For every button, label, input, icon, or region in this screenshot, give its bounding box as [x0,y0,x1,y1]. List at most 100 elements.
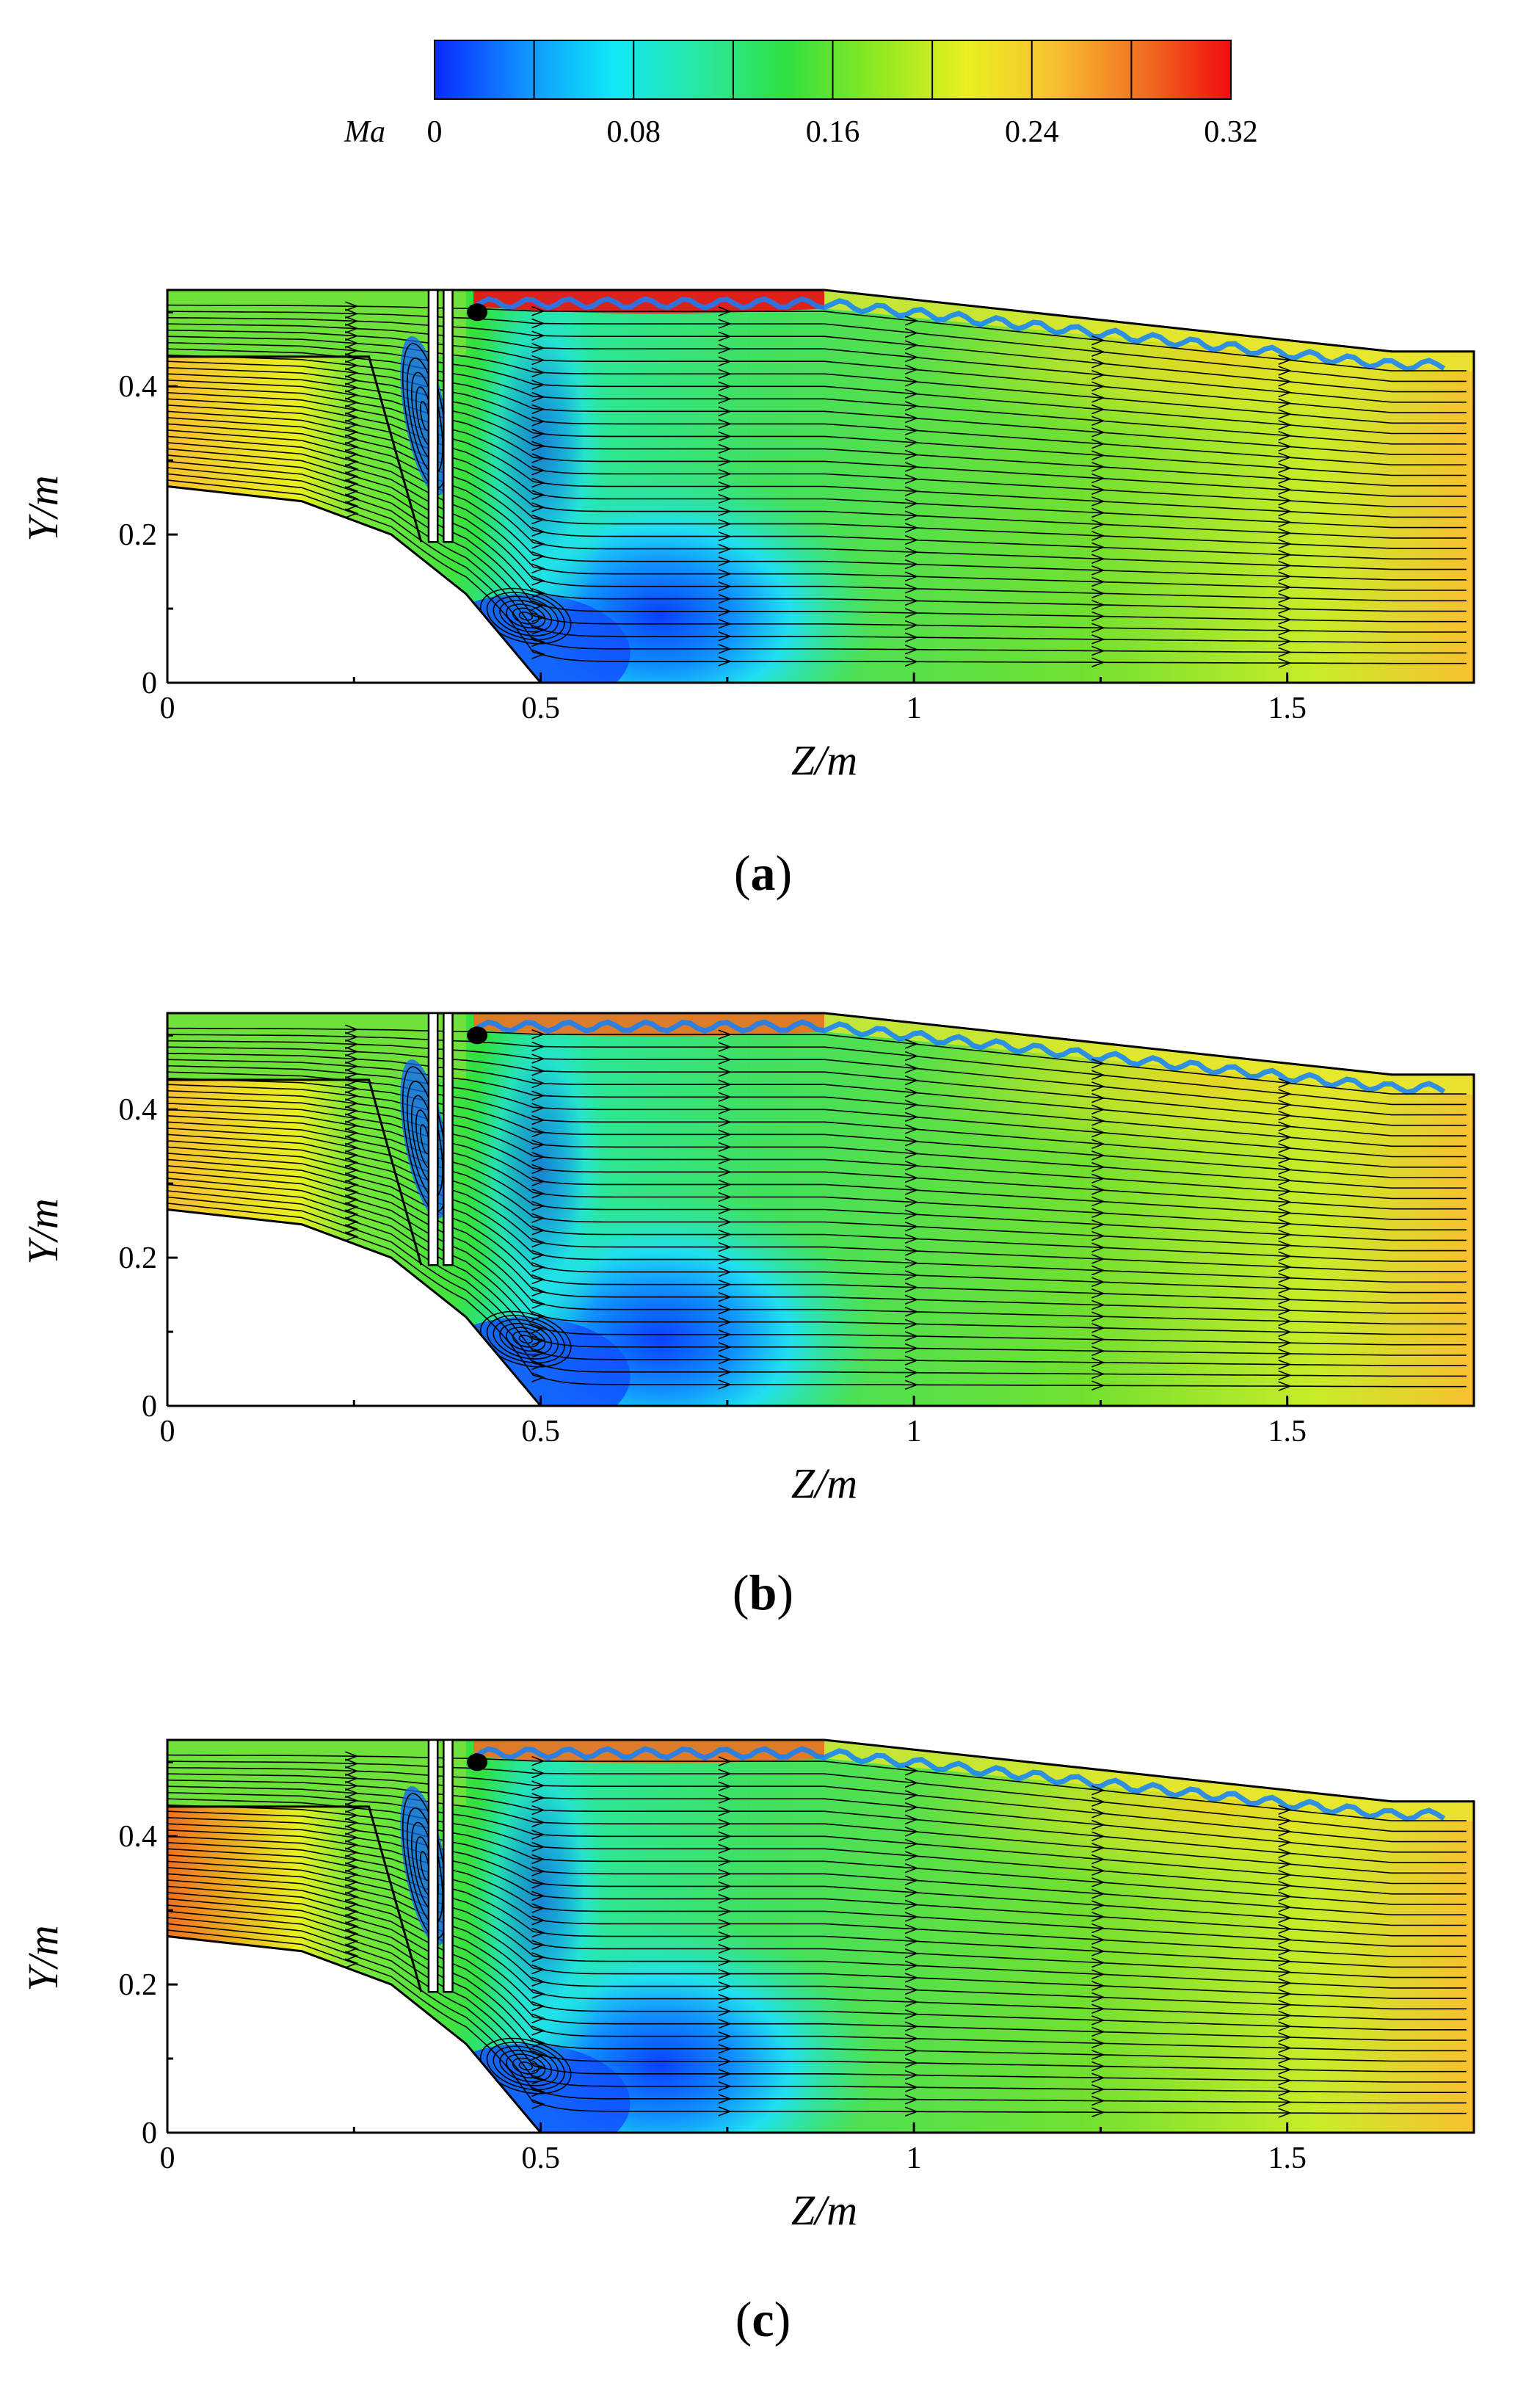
streamline-arrow [1091,1242,1105,1252]
streamline-arrow [904,523,919,533]
streamline-arrow [1091,1196,1105,1207]
streamline-arrow [1278,452,1292,463]
streamline [167,1153,1467,1304]
streamline-arrow [1091,2015,1105,2026]
streamline-arrow [345,1788,359,1799]
streamline-arrow [718,1229,733,1240]
streamline-arrow [904,510,919,521]
streamline-arrow [904,584,919,594]
streamline-arrow [718,1291,733,1302]
streamline-arrow [345,1795,359,1806]
streamline [167,1103,1467,1220]
streamline-arrow [345,1083,359,1094]
streamline-arrow [531,1829,545,1840]
streamline-arrow [531,1274,545,1285]
streamline-arrow [718,1330,733,1340]
streamline [167,1196,1467,1377]
streamline-arrow [718,593,733,604]
streamline-arrow [1091,507,1105,518]
streamline-arrow [531,453,545,463]
turning-vane [443,1012,454,1266]
streamline-arrow [345,1758,359,1769]
streamline-arrow [531,404,545,415]
streamline-arrow [1278,1999,1292,2010]
streamline-arrow [1091,2038,1105,2048]
streamline-arrow [718,619,733,629]
streamline-arrow [718,1918,733,1929]
streamline-arrow [345,360,359,371]
streamline-arrow [1091,1139,1105,1149]
streamline [167,1203,1467,1388]
streamline-arrow [1091,1981,1105,1991]
streamline-arrow [1091,1081,1105,1092]
mach-contour-field [167,290,1474,683]
streamline-arrow [1091,2107,1105,2117]
streamline-arrow [1091,1092,1105,1103]
streamline-arrow [1278,614,1292,625]
streamline-arrow [1091,542,1105,553]
streamline [167,316,1467,393]
streamline-arrow [531,1890,545,1901]
streamline-arrow [904,2009,919,2020]
streamline-arrow [345,1142,359,1153]
streamline-arrow [1091,1127,1105,1138]
streamline-arrow [1091,1808,1105,1818]
streamline [167,435,1467,591]
streamline-arrow [904,1270,919,1280]
streamline [167,1842,1467,1968]
streamline-arrow [531,1756,545,1766]
streamline-arrow [904,1331,919,1341]
streamline [167,311,1467,382]
streamline-arrow [1091,1116,1105,1126]
streamline [167,405,1467,539]
streamline-arrow [1278,1327,1292,1338]
turning-vane [443,1738,454,1993]
streamline-arrow [1091,1334,1105,1345]
streamline-arrow [1278,409,1292,419]
streamline-arrow [531,318,545,329]
streamline-arrow [531,1976,545,1987]
streamline-arrow [1278,485,1292,495]
streamline-arrow [904,438,919,448]
streamline-arrow [531,563,545,574]
recirculation-vortex [479,1310,572,1368]
streamline-arrow [904,1051,919,1062]
streamline-arrow [718,1342,733,1352]
streamline-arrow [1091,485,1105,495]
streamline [167,1090,1467,1200]
streamline-arrow [718,456,733,467]
streamline-arrow [531,1841,545,1852]
streamline-arrow [1091,1831,1105,1841]
streamline-arrow [718,1756,733,1766]
streamline [167,1134,1467,1272]
corner-vortex-core [467,1753,488,1771]
streamline-arrow [1278,2108,1292,2118]
streamline-arrow [531,490,545,500]
streamline-arrow [1278,1132,1292,1142]
streamline-arrow [531,502,545,512]
streamline-arrow [345,1209,359,1219]
streamline-arrow [1278,1826,1292,1837]
streamline-arrow [1278,366,1292,376]
streamline-arrow [345,345,359,356]
streamline-arrow [1278,1219,1292,1229]
streamline [167,1190,1467,1366]
streamline-arrow [531,477,545,488]
streamline-arrow [1278,1816,1292,1826]
streamline-arrow [1091,1888,1105,1899]
streamline-arrow [1091,335,1105,346]
y-tick-label: 0 [142,667,157,700]
streamline-arrow [904,316,919,326]
streamline-arrow [718,543,733,554]
streamline-arrow [531,1940,545,1950]
streamline-arrow [345,1802,359,1813]
streamline-arrow [531,391,545,402]
streamline [167,442,1467,602]
streamline-arrow [1278,2042,1292,2053]
streamline [167,1829,1467,1947]
streamline-arrow [904,2034,919,2044]
corner-vortex-core [467,303,488,322]
x-tick-label: 0.5 [521,692,560,725]
streamline [167,1923,1467,2104]
streamline-arrow [718,1831,733,1842]
